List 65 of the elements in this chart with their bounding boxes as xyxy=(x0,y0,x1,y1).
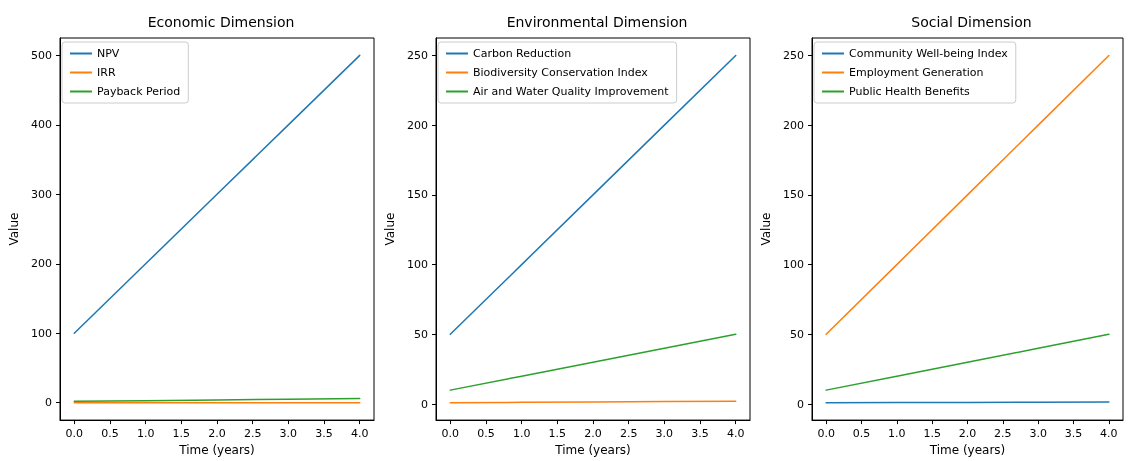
x-tick-label: 0.5 xyxy=(852,427,871,441)
y-tick-label: 500 xyxy=(31,48,52,62)
y-tick-label: 50 xyxy=(414,327,428,341)
x-tick-label: 0.5 xyxy=(101,427,119,441)
x-tick-label: 4.0 xyxy=(726,427,745,441)
legend-label: Public Health Benefits xyxy=(849,85,970,98)
y-tick-label: 100 xyxy=(407,258,428,272)
legend-label: Carbon Reduction xyxy=(473,47,572,60)
x-tick-label: 1.5 xyxy=(548,427,567,441)
x-tick-label: 3.0 xyxy=(1029,427,1047,441)
y-tick-label: 200 xyxy=(407,118,428,132)
y-tick-label: 100 xyxy=(783,258,804,272)
y-tick-label: 50 xyxy=(790,327,804,341)
y-tick-label: 100 xyxy=(31,326,52,340)
x-tick-label: 1.0 xyxy=(136,427,155,441)
x-tick-label: 0.0 xyxy=(817,427,835,441)
x-tick-label: 2.5 xyxy=(994,427,1012,441)
y-tick-label: 250 xyxy=(783,48,804,62)
x-tick-label: 2.5 xyxy=(619,427,638,441)
y-axis-title: Value xyxy=(759,212,773,246)
chart-title: Economic Dimension xyxy=(147,14,295,30)
x-tick-label: 4.0 xyxy=(350,427,369,441)
x-axis-title: Time (years) xyxy=(554,443,631,457)
line-series xyxy=(449,333,737,391)
x-tick-label: 3.0 xyxy=(655,427,674,441)
x-tick-label: 1.0 xyxy=(888,427,906,441)
y-tick-label: 150 xyxy=(407,188,428,202)
y-axis-title: Value xyxy=(383,212,397,246)
y-tick-label: 150 xyxy=(783,188,804,202)
y-tick-label: 0 xyxy=(797,397,804,411)
y-tick-label: 200 xyxy=(31,257,52,271)
legend-label: Payback Period xyxy=(97,85,181,98)
y-tick-label: 0 xyxy=(45,396,52,410)
y-tick-label: 0 xyxy=(421,397,428,411)
legend-label: IRR xyxy=(97,66,116,79)
line-series xyxy=(825,333,1110,391)
x-tick-label: 0.0 xyxy=(65,427,84,441)
y-tick-label: 200 xyxy=(783,118,804,132)
y-tick-label: 300 xyxy=(31,187,52,201)
chart-title: Environmental Dimension xyxy=(506,14,688,30)
legend-label: Biodiversity Conservation Index xyxy=(473,66,649,79)
x-tick-label: 2.0 xyxy=(958,427,977,441)
x-tick-label: 1.0 xyxy=(512,427,531,441)
legend-label: Air and Water Quality Improvement xyxy=(473,85,670,98)
legend-label: NPV xyxy=(97,47,120,60)
x-tick-label: 3.5 xyxy=(315,427,333,441)
y-tick-label: 400 xyxy=(31,118,52,132)
x-axis-title: Time (years) xyxy=(178,443,255,457)
legend-label: Community Well-being Index xyxy=(849,47,1009,60)
x-tick-label: 0.5 xyxy=(477,427,495,441)
x-tick-label: 2.0 xyxy=(208,427,226,441)
x-axis-title: Time (years) xyxy=(928,443,1006,457)
x-tick-label: 3.0 xyxy=(279,427,298,441)
y-axis-title: Value xyxy=(7,212,21,246)
x-tick-label: 1.5 xyxy=(923,427,941,441)
y-tick-label: 250 xyxy=(407,48,428,62)
x-tick-label: 2.5 xyxy=(243,427,262,441)
legend-label: Employment Generation xyxy=(849,66,984,79)
x-tick-label: 1.5 xyxy=(172,427,191,441)
chart-title: Social Dimension xyxy=(911,14,1032,30)
x-tick-label: 3.5 xyxy=(691,427,709,441)
x-tick-label: 2.0 xyxy=(584,427,602,441)
x-tick-label: 3.5 xyxy=(1064,427,1083,441)
x-tick-label: 4.0 xyxy=(1100,427,1118,441)
x-tick-label: 0.0 xyxy=(441,427,460,441)
